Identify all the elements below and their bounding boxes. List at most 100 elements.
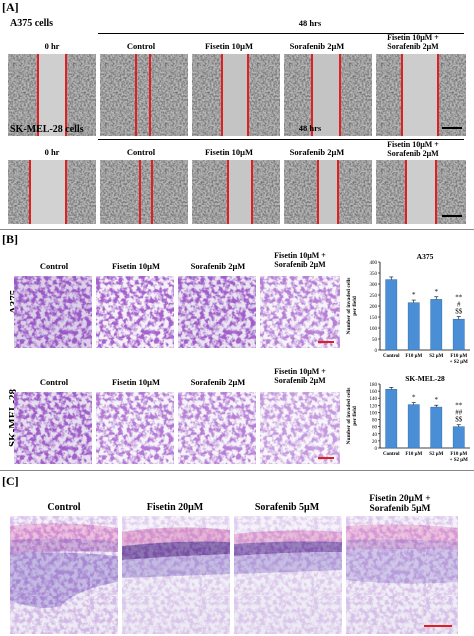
invasion-image-control	[14, 276, 92, 348]
panel-a-row1-time-header: 48 hrs	[298, 18, 322, 28]
significance-label: *	[412, 394, 416, 402]
invasion-image-fisetin-2	[96, 392, 174, 464]
y-tick-label: 300	[370, 283, 378, 288]
y-tick-label: 60	[372, 426, 378, 431]
panel-b-col4-label: Fisetin 10μM + Sorafenib 2μM	[274, 251, 326, 269]
invasion-image-combo-2	[260, 392, 340, 464]
chart-title: SK-MEL-28	[405, 374, 445, 383]
y-axis-label: Number of invaded cellsper field	[346, 388, 358, 445]
x-tick-label: F10 μM	[405, 452, 422, 457]
scratch-image-0hr-2	[8, 160, 96, 224]
panel-a-row1-images	[8, 54, 466, 136]
panel-a-row2-cell-label: SK-MEL-28 cells	[10, 124, 84, 135]
x-tick-label: S2 μM	[429, 354, 443, 359]
panel-a-row1-col3-label: Sorafenib 2μM	[289, 41, 345, 51]
invasion-image-fisetin	[96, 276, 174, 348]
panel-a-row1-header-rule	[98, 33, 464, 34]
panel-b-row2-col2-label: Fisetin 10μM	[111, 377, 161, 387]
invasion-image-sorafenib-2	[178, 392, 256, 464]
panel-a-row1-col1-label: Control	[126, 41, 156, 51]
x-tick-label: F10 μM + S2 μM	[450, 452, 468, 463]
y-tick-label: 160	[370, 390, 378, 395]
panel-b-row1-images	[14, 276, 340, 348]
panel-b-col1-label: Control	[39, 261, 69, 271]
significance-label: *	[412, 291, 416, 299]
x-tick-label: Control	[383, 354, 400, 359]
x-tick-label: F10 μM	[405, 354, 422, 359]
panel-b-row2-col3-label: Sorafenib 2μM	[190, 377, 246, 387]
panel-b-row2-col4-label: Fisetin 10μM + Sorafenib 2μM	[274, 367, 326, 385]
scratch-image-combo	[376, 54, 466, 136]
y-tick-label: 0	[375, 447, 378, 452]
invasion-image-sorafenib	[178, 276, 256, 348]
invasion-image-control-2	[14, 392, 92, 464]
panel-c-label: [C]	[2, 474, 19, 488]
panel-b-label: [B]	[2, 232, 18, 246]
a375-invasion-bar-chart: A375 0 50 100 150 200 250 300 350 400 Number of in…	[346, 252, 470, 365]
panel-c-col4-label: Fisetin 20μM + Sorafenib 5μM	[369, 494, 431, 514]
panel-c-col1-label: Control	[47, 502, 81, 513]
significance-label: *	[435, 288, 439, 296]
x-tick-label: Control	[383, 452, 400, 457]
x-tick-label: S2 μM	[429, 452, 443, 457]
invasion-image-combo	[260, 276, 340, 348]
panel-a-row2-col0-label: 0 hr	[44, 147, 60, 157]
panel-b-col2-label: Fisetin 10μM	[111, 261, 161, 271]
scratch-image-combo-2	[376, 160, 466, 224]
panel-b-row2-col1-label: Control	[39, 377, 69, 387]
skmel28-invasion-bar-chart: SK-MEL-28 0 20 40 60 80 100 120 140 160 180 Number …	[346, 374, 470, 463]
y-tick-label: 0	[375, 349, 378, 354]
bar	[385, 389, 398, 449]
scratch-image-control	[100, 54, 188, 136]
panel-c-col3-label: Sorafenib 5μM	[254, 502, 320, 513]
significance-label: #	[457, 301, 461, 309]
significance-label: ##	[455, 409, 463, 417]
bar	[407, 404, 420, 449]
significance-label: *	[435, 396, 439, 404]
panel-a-row1-cell-label: A375 cells	[10, 18, 54, 29]
panel-a-row1-col4-label: Fisetin 10μM + Sorafenib 2μM	[387, 33, 439, 51]
panel-a-row2-time-header: 48 hrs	[298, 123, 322, 133]
panel-b-col3-label: Sorafenib 2μM	[190, 261, 246, 271]
y-tick-label: 400	[370, 261, 378, 266]
scratch-image-sorafenib	[284, 54, 372, 136]
panel-a-row2-header-rule	[98, 139, 464, 140]
significance-label: **	[455, 402, 463, 410]
significance-label: $$	[455, 416, 463, 424]
y-tick-label: 180	[370, 383, 378, 388]
panel-c-col2-label: Fisetin 20μM	[146, 502, 204, 513]
scratch-image-0hr	[8, 54, 96, 136]
bar	[430, 406, 443, 449]
scratch-image-sorafenib-2	[284, 160, 372, 224]
histology-image-sorafenib	[234, 516, 342, 634]
panel-a-row2-col1-label: Control	[126, 147, 156, 157]
y-tick-label: 20	[372, 440, 378, 445]
y-tick-label: 100	[370, 327, 378, 332]
scratch-image-fisetin	[192, 54, 280, 136]
panel-a-row2-col4-label: Fisetin 10μM + Sorafenib 2μM	[387, 140, 439, 158]
y-tick-label: 80	[372, 419, 378, 424]
x-tick-label: F10 μM + S2 μM	[450, 354, 468, 365]
y-tick-label: 200	[370, 305, 378, 310]
panel-b-row2-images	[14, 392, 340, 464]
chart-title: A375	[417, 252, 434, 261]
panel-c-histology-images	[10, 516, 458, 634]
panel-a-row2-images	[8, 160, 466, 224]
separator-a-b	[0, 229, 474, 230]
bar	[452, 318, 465, 351]
y-tick-label: 150	[370, 316, 378, 321]
panel-a-row1-col2-label: Fisetin 10μM	[204, 41, 254, 51]
y-tick-label: 140	[370, 397, 378, 402]
y-tick-label: 120	[370, 404, 378, 409]
bar	[430, 299, 443, 351]
histology-image-control	[10, 516, 118, 634]
panel-a-label: [A]	[2, 0, 19, 14]
panel-a-row1-col0-label: 0 hr	[44, 41, 60, 51]
y-tick-label: 350	[370, 272, 378, 277]
panel-a-row2-col2-label: Fisetin 10μM	[204, 147, 254, 157]
significance-label: **	[455, 294, 463, 302]
y-tick-label: 250	[370, 294, 378, 299]
bar	[407, 302, 420, 351]
panel-a-row2-col3-label: Sorafenib 2μM	[289, 147, 345, 157]
histology-image-fisetin	[122, 516, 230, 634]
